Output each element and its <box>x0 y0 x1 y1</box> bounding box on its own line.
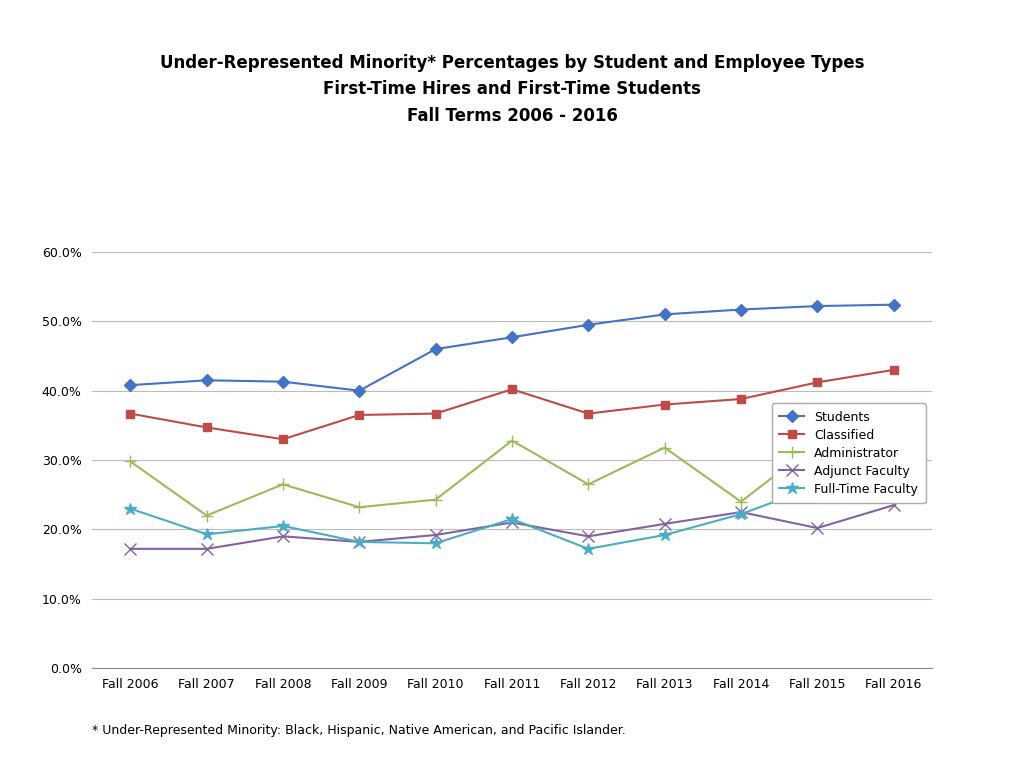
Full-Time Faculty <box>583 545 595 554</box>
Students <box>735 305 748 314</box>
Administrator <box>811 438 823 447</box>
Line: Students: Students <box>126 300 898 395</box>
Students <box>658 310 671 319</box>
Students <box>124 380 136 389</box>
Administrator <box>429 495 441 505</box>
Text: * Under-Represented Minority: Black, Hispanic, Native American, and Pacific Isla: * Under-Represented Minority: Black, His… <box>92 724 626 737</box>
Full-Time Faculty <box>201 530 213 539</box>
Classified <box>888 366 900 375</box>
Adjunct Faculty <box>429 531 441 540</box>
Adjunct Faculty <box>201 545 213 554</box>
Line: Full-Time Faculty: Full-Time Faculty <box>124 462 900 555</box>
Line: Administrator: Administrator <box>125 435 899 521</box>
Students <box>506 333 518 342</box>
Administrator <box>353 502 366 511</box>
Adjunct Faculty <box>658 519 671 528</box>
Administrator <box>506 436 518 445</box>
Classified <box>353 410 366 419</box>
Full-Time Faculty <box>353 538 366 547</box>
Adjunct Faculty <box>276 531 289 541</box>
Full-Time Faculty <box>735 509 748 518</box>
Adjunct Faculty <box>735 508 748 517</box>
Students <box>811 302 823 311</box>
Line: Classified: Classified <box>126 366 898 443</box>
Full-Time Faculty <box>276 521 289 531</box>
Adjunct Faculty <box>353 538 366 547</box>
Full-Time Faculty <box>888 464 900 473</box>
Full-Time Faculty <box>811 481 823 490</box>
Students <box>429 345 441 354</box>
Full-Time Faculty <box>506 515 518 524</box>
Legend: Students, Classified, Administrator, Adjunct Faculty, Full-Time Faculty: Students, Classified, Administrator, Adj… <box>772 403 926 503</box>
Classified <box>735 395 748 404</box>
Administrator <box>735 497 748 506</box>
Classified <box>276 435 289 444</box>
Administrator <box>658 443 671 452</box>
Administrator <box>276 480 289 489</box>
Classified <box>583 409 595 419</box>
Students <box>276 377 289 386</box>
Classified <box>201 423 213 432</box>
Text: Under-Represented Minority* Percentages by Student and Employee Types
First-Time: Under-Represented Minority* Percentages … <box>160 54 864 124</box>
Administrator <box>201 511 213 520</box>
Students <box>353 386 366 396</box>
Line: Adjunct Faculty: Adjunct Faculty <box>125 500 899 554</box>
Students <box>583 320 595 329</box>
Adjunct Faculty <box>888 501 900 510</box>
Students <box>201 376 213 385</box>
Full-Time Faculty <box>429 538 441 548</box>
Classified <box>429 409 441 419</box>
Adjunct Faculty <box>506 518 518 527</box>
Classified <box>811 378 823 387</box>
Administrator <box>888 469 900 478</box>
Classified <box>506 385 518 394</box>
Adjunct Faculty <box>811 524 823 533</box>
Adjunct Faculty <box>583 531 595 541</box>
Classified <box>658 400 671 409</box>
Full-Time Faculty <box>658 531 671 540</box>
Administrator <box>583 480 595 489</box>
Administrator <box>124 457 136 466</box>
Classified <box>124 409 136 419</box>
Adjunct Faculty <box>124 545 136 554</box>
Students <box>888 300 900 310</box>
Full-Time Faculty <box>124 504 136 513</box>
